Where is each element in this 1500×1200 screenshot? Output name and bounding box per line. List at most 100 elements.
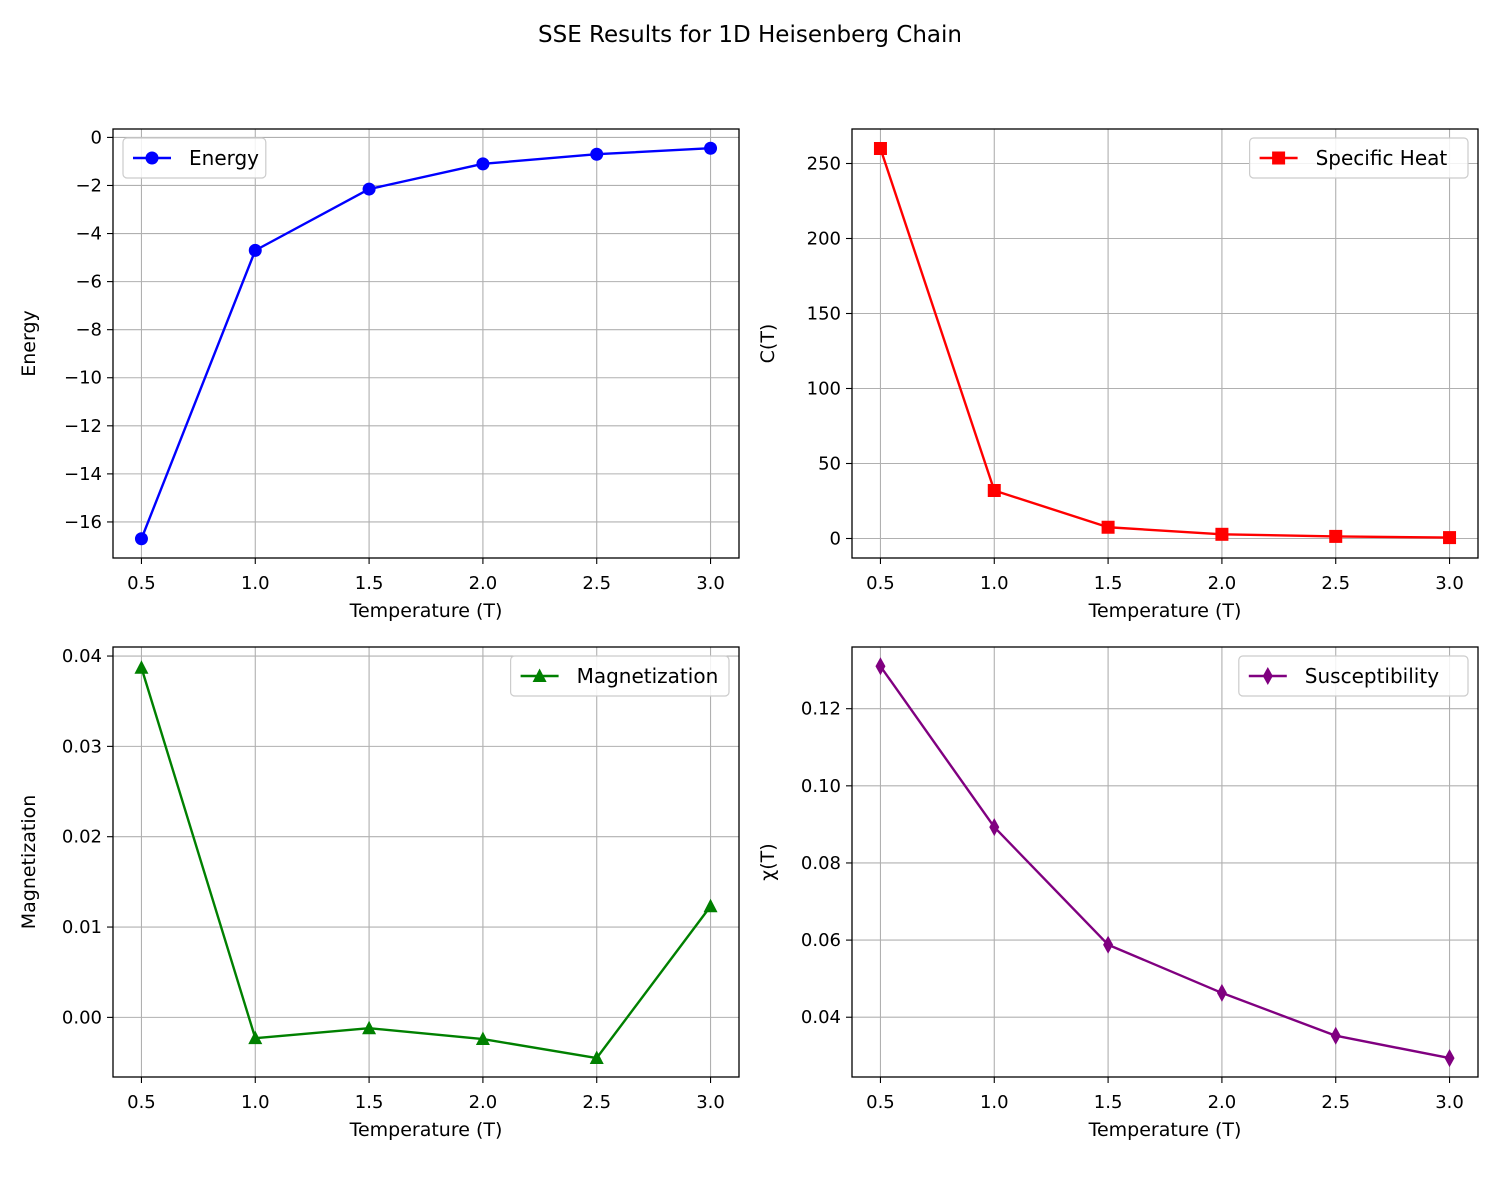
- x-tick-label: 2.0: [469, 573, 498, 594]
- y-axis-label: Energy: [18, 310, 40, 377]
- x-tick-label: 3.0: [1435, 573, 1464, 594]
- y-tick-label: −10: [64, 368, 102, 389]
- x-tick-label: 1.5: [1094, 573, 1123, 594]
- y-tick-label: −8: [75, 320, 102, 341]
- axes-frame: [112, 128, 740, 559]
- data-point: [1444, 1049, 1455, 1068]
- y-tick-label: 0.12: [801, 699, 841, 720]
- y-tick-label: 0.03: [62, 736, 102, 757]
- chart-panel-2: 0.5 1.0 1.5 2.0 2.5 3.0 0 50 100 150 200 250 Tempera…: [757, 128, 1479, 622]
- x-tick-label: 3.0: [696, 1092, 725, 1113]
- x-tick-label: 0.5: [866, 1092, 895, 1113]
- x-tick-label: 1.0: [241, 1092, 270, 1113]
- x-tick-label: 0.5: [127, 573, 156, 594]
- legend-marker: [1262, 667, 1273, 685]
- legend-marker: [532, 668, 547, 682]
- legend: Energy: [122, 137, 267, 179]
- y-tick-label: 0: [830, 529, 841, 550]
- y-tick-label: 100: [807, 379, 841, 400]
- data-point: [589, 1050, 604, 1065]
- data-point: [989, 818, 1000, 837]
- chart-panel-3: 0.5 1.0 1.5 2.0 2.5 3.0 0.00 0.01 0.02 0.03 0.04 Te…: [18, 646, 740, 1141]
- y-tick-label: 0.02: [62, 827, 102, 848]
- y-tick-label: 0.06: [801, 930, 841, 951]
- legend-label: Energy: [189, 146, 259, 170]
- y-tick-label: 0.01: [62, 917, 102, 938]
- legend-label: Susceptibility: [1305, 664, 1439, 688]
- data-point: [134, 660, 149, 674]
- legend-label: Specific Heat: [1316, 146, 1448, 170]
- legend: Specific Heat: [1248, 137, 1469, 179]
- data-point: [704, 141, 718, 155]
- x-tick-label: 2.5: [1321, 1092, 1350, 1113]
- x-tick-label: 1.0: [980, 573, 1009, 594]
- data-point: [362, 182, 376, 196]
- y-tick-label: −14: [64, 464, 102, 485]
- data-point: [134, 532, 148, 546]
- y-axis-label: χ(T): [757, 843, 779, 880]
- data-point: [1103, 935, 1114, 954]
- y-tick-label: 0.04: [62, 646, 102, 667]
- x-axis-label: Temperature (T): [349, 1119, 503, 1141]
- x-axis-label: Temperature (T): [349, 600, 503, 622]
- data-point: [703, 898, 718, 913]
- x-tick-label: 0.5: [127, 1092, 156, 1113]
- x-tick-label: 1.0: [980, 1092, 1009, 1113]
- x-tick-label: 0.5: [866, 573, 895, 594]
- y-tick-label: 0.04: [801, 1007, 841, 1028]
- series-line: [140, 147, 711, 540]
- y-tick-label: 200: [807, 229, 841, 250]
- legend: Magnetization: [510, 655, 730, 697]
- legend: Susceptibility: [1238, 655, 1469, 697]
- y-tick-label: 0.10: [801, 776, 841, 797]
- x-tick-label: 2.5: [582, 1092, 611, 1113]
- y-tick-label: −6: [75, 272, 102, 293]
- data-point: [590, 147, 604, 161]
- figure-title: SSE Results for 1D Heisenberg Chain: [538, 22, 962, 48]
- series-line: [879, 665, 1450, 1060]
- legend-label: Magnetization: [577, 664, 719, 688]
- x-tick-label: 1.0: [241, 573, 270, 594]
- data-point: [476, 157, 490, 171]
- axes-frame: [851, 128, 1479, 559]
- x-axis-label: Temperature (T): [1088, 1119, 1242, 1141]
- y-tick-label: 150: [807, 304, 841, 325]
- y-tick-label: 0: [91, 127, 102, 148]
- data-point: [873, 142, 887, 155]
- series-line: [879, 148, 1450, 539]
- chart-panel-4: 0.5 1.0 1.5 2.0 2.5 3.0 0.04 0.06 0.08 0.10 0.12 Te…: [757, 646, 1479, 1141]
- axes-frame: [851, 646, 1479, 1078]
- y-tick-label: −2: [75, 175, 102, 196]
- x-axis-label: Temperature (T): [1088, 600, 1242, 622]
- chart-panel-1: 0.5 1.0 1.5 2.0 2.5 3.0 0 −2 −4 −6 −8 −10 −12 −14 −16 T…: [18, 127, 740, 622]
- series-line: [140, 667, 712, 1060]
- y-tick-label: −4: [75, 224, 102, 245]
- axes-frame: [112, 646, 740, 1078]
- data-point: [875, 657, 886, 676]
- x-tick-label: 2.0: [469, 1092, 498, 1113]
- y-axis-label: Magnetization: [18, 795, 40, 930]
- legend-marker: [145, 151, 159, 165]
- data-point: [1216, 983, 1227, 1002]
- x-tick-label: 1.5: [355, 573, 384, 594]
- y-tick-label: 0.08: [801, 853, 841, 874]
- y-tick-label: 0.00: [62, 1007, 102, 1028]
- x-tick-label: 1.5: [1094, 1092, 1123, 1113]
- y-tick-label: 50: [818, 454, 841, 475]
- data-point: [248, 1030, 263, 1045]
- legend-box: [1248, 137, 1469, 179]
- data-point: [1101, 520, 1115, 534]
- legend-box: [122, 137, 267, 179]
- y-tick-label: −12: [64, 416, 102, 437]
- x-tick-label: 2.0: [1208, 1092, 1237, 1113]
- data-point: [362, 1020, 377, 1035]
- x-tick-label: 3.0: [1435, 1092, 1464, 1113]
- x-tick-label: 1.5: [355, 1092, 384, 1113]
- data-point: [1215, 527, 1229, 541]
- y-tick-label: −16: [64, 512, 102, 533]
- legend-box: [1238, 655, 1469, 697]
- x-tick-label: 2.5: [582, 573, 611, 594]
- data-point: [248, 243, 262, 257]
